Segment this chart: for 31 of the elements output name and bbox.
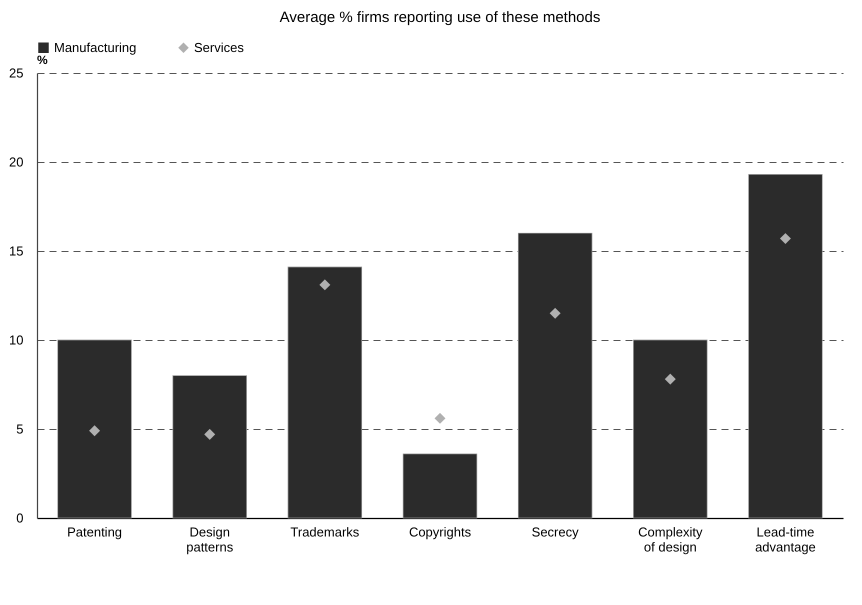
point bbox=[780, 233, 791, 244]
y-tick-label: 15 bbox=[9, 244, 24, 258]
legend-label: Manufacturing bbox=[54, 40, 136, 55]
point bbox=[89, 425, 100, 436]
y-tick-label: 20 bbox=[9, 154, 24, 170]
x-tick-label: Lead-time advantage bbox=[755, 524, 816, 554]
point bbox=[204, 428, 216, 440]
x-tick-label: Design patterns bbox=[186, 524, 234, 554]
legend-label: Services bbox=[194, 40, 244, 55]
bar bbox=[748, 174, 823, 518]
y-tick-label: 0 bbox=[16, 510, 24, 526]
x-tick-label: Patenting bbox=[67, 524, 122, 540]
chart-title: Average % firms reporting use of these methods bbox=[280, 9, 600, 26]
bar bbox=[288, 266, 362, 518]
point bbox=[434, 412, 446, 424]
y-tick-label: 5 bbox=[16, 422, 24, 436]
point bbox=[664, 374, 676, 385]
point bbox=[550, 308, 561, 319]
bar bbox=[402, 454, 478, 518]
y-tick-label: 10 bbox=[9, 332, 24, 348]
x-tick-label: Secrecy bbox=[532, 524, 580, 540]
bar bbox=[518, 232, 592, 518]
y-axis-title: % bbox=[37, 53, 48, 67]
x-tick-label: Complexity of design bbox=[638, 524, 703, 554]
bar bbox=[172, 375, 247, 518]
x-tick-label: Trademarks bbox=[290, 524, 360, 540]
point bbox=[319, 279, 330, 290]
y-tick-label: 25 bbox=[9, 66, 24, 80]
bar bbox=[57, 340, 132, 518]
x-tick-label: Copyrights bbox=[408, 524, 472, 540]
bar bbox=[633, 340, 708, 518]
